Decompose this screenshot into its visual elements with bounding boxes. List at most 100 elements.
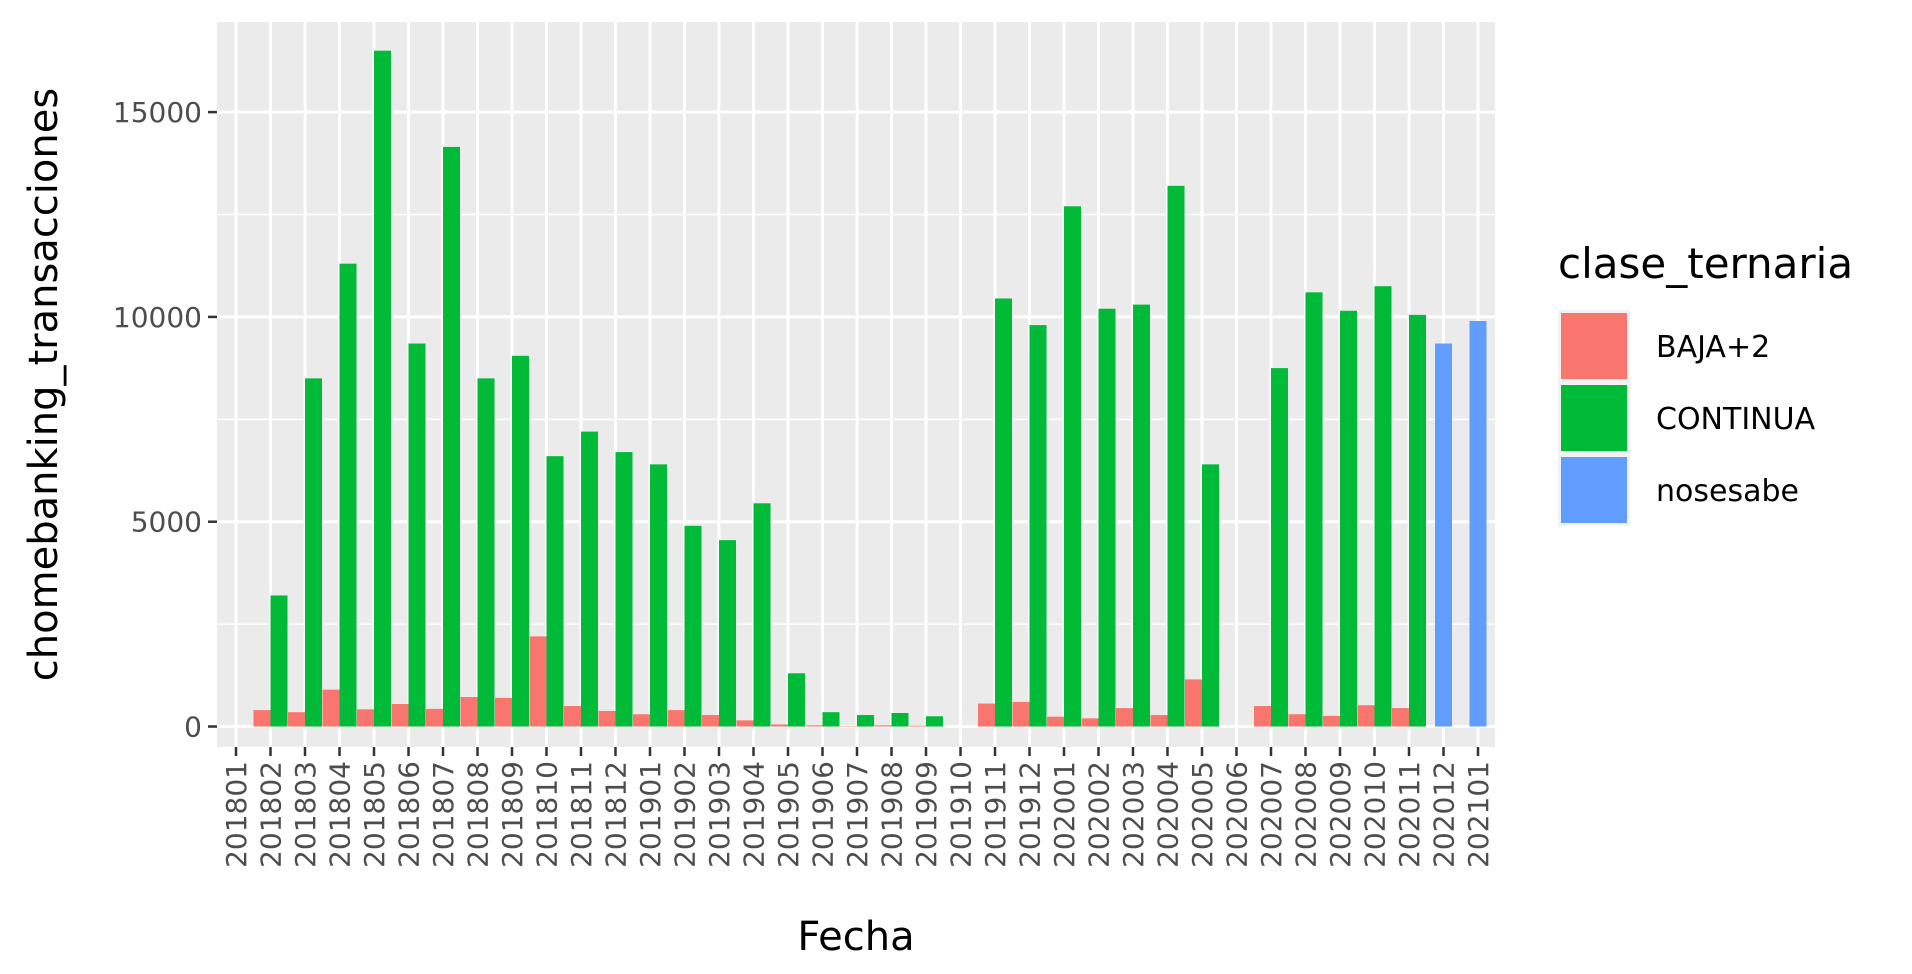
x-tick-label: 201805: [358, 761, 391, 868]
x-tick-label: 201904: [738, 761, 771, 868]
y-axis: 0 5000 10000 15000: [113, 96, 217, 744]
bar-continua-202004: [1167, 185, 1185, 727]
bar-baja2-201804: [322, 689, 340, 727]
bar-baja2-201911: [978, 703, 995, 727]
bar-continua-201903: [719, 540, 736, 727]
x-tick-label: 201910: [945, 761, 978, 868]
x-tick-label: 201905: [772, 761, 805, 868]
bar-continua-201912: [1029, 325, 1047, 727]
bar-baja2-201807: [426, 708, 443, 727]
bars: [253, 50, 1487, 727]
bar-continua-201808: [477, 378, 495, 727]
x-tick-label: 201908: [876, 761, 909, 868]
bar-continua-202003: [1133, 304, 1150, 727]
x-tick-label: 202009: [1324, 761, 1357, 868]
legend-label: CONTINUA: [1656, 402, 1816, 437]
bar-baja2-202004: [1150, 715, 1168, 727]
y-axis-title: chomebanking_transacciones: [21, 88, 67, 681]
bar-continua-201811: [581, 431, 598, 727]
bar-baja2-201903: [702, 715, 719, 727]
legend-title: clase_ternaria: [1558, 239, 1853, 288]
legend-swatch-nosesabe: [1561, 457, 1627, 523]
bar-continua-201907: [857, 715, 874, 727]
bar-baja2-201905: [771, 724, 788, 727]
bar-continua-202011: [1409, 314, 1426, 727]
bar-continua-201905: [788, 673, 805, 727]
legend: clase_ternaria BAJA+2 CONTINUA nosesabe: [1558, 239, 1853, 526]
y-tick-label: 15000: [113, 96, 202, 129]
x-tick-label: 202008: [1290, 761, 1323, 868]
x-tick-label: 201902: [669, 761, 702, 868]
x-tick-label: 201903: [703, 761, 736, 868]
bar-baja2-202005: [1185, 679, 1202, 727]
y-tick-label: 5000: [131, 506, 202, 539]
x-tick-label: 201901: [634, 761, 667, 868]
bar-continua-202008: [1305, 292, 1323, 727]
x-tick-label: 201803: [289, 761, 322, 868]
x-tick-label: 202101: [1462, 761, 1495, 868]
bar-continua-201806: [408, 343, 426, 727]
bar-baja2-201810: [529, 636, 547, 727]
x-tick-label: 202002: [1083, 761, 1116, 868]
bar-nosesabe-202012: [1435, 343, 1452, 727]
legend-swatch-baja2: [1561, 313, 1627, 379]
legend-label: nosesabe: [1656, 474, 1799, 509]
bar-nosesabe-202101: [1469, 321, 1487, 727]
x-tick-label: 202011: [1393, 761, 1426, 868]
legend-label: BAJA+2: [1656, 330, 1770, 365]
bar-continua-201911: [995, 298, 1012, 727]
x-tick-label: 201907: [841, 761, 874, 868]
bar-continua-201804: [339, 263, 357, 727]
bar-baja2-202011: [1392, 708, 1409, 727]
bar-baja2-201806: [391, 703, 409, 727]
bar-baja2-202001: [1047, 716, 1064, 727]
bar-baja2-201805: [357, 709, 374, 727]
bar-baja2-201912: [1012, 701, 1030, 727]
legend-swatch-continua: [1561, 385, 1627, 451]
x-tick-label: 201806: [393, 761, 426, 868]
bar-continua-201908: [891, 713, 909, 727]
x-tick-label: 201810: [531, 761, 564, 868]
x-tick-label: 202003: [1117, 761, 1150, 868]
x-tick-label: 201812: [600, 761, 633, 868]
bar-baja2-202007: [1254, 706, 1271, 727]
x-tick-label: 201802: [255, 761, 288, 868]
bar-continua-202009: [1340, 310, 1357, 727]
bar-continua-202005: [1202, 464, 1219, 727]
bar-baja2-202009: [1323, 715, 1340, 727]
y-tick-label: 0: [184, 711, 202, 744]
bar-continua-201812: [615, 452, 633, 727]
x-tick-label: 202012: [1428, 761, 1461, 868]
bar-continua-201901: [650, 464, 667, 727]
x-tick-label: 202006: [1221, 761, 1254, 868]
x-tick-label: 202010: [1359, 761, 1392, 868]
bar-baja2-201802: [253, 710, 271, 727]
bar-continua-202002: [1098, 308, 1116, 727]
bar-baja2-201901: [633, 714, 650, 727]
bar-baja2-202003: [1116, 708, 1133, 727]
x-tick-label: 202005: [1186, 761, 1219, 868]
bar-baja2-201908: [874, 725, 892, 727]
bar-continua-201904: [753, 503, 771, 727]
x-tick-label: 201807: [427, 761, 460, 868]
bar-continua-202007: [1271, 368, 1288, 727]
bar-baja2-201902: [667, 710, 685, 727]
x-tick-label: 201911: [979, 761, 1012, 868]
x-tick-label: 201912: [1014, 761, 1047, 868]
x-tick-label: 202001: [1048, 761, 1081, 868]
bar-baja2-201812: [598, 710, 616, 727]
x-tick-label: 202004: [1152, 761, 1185, 868]
x-tick-label: 201906: [807, 761, 840, 868]
bar-continua-201807: [443, 146, 460, 727]
bar-baja2-201809: [495, 697, 512, 727]
bar-continua-201802: [270, 595, 288, 727]
x-tick-label: 201811: [565, 761, 598, 868]
x-axis-title: Fecha: [797, 914, 914, 960]
bar-continua-201805: [374, 50, 391, 727]
x-axis: 201801 201802 201803 201804 201805 201806 2018…: [220, 747, 1495, 868]
x-tick-label: 201804: [324, 761, 357, 868]
bar-baja2-202010: [1357, 705, 1375, 727]
bar-baja2-202008: [1288, 714, 1306, 727]
bar-continua-201906: [822, 712, 840, 727]
